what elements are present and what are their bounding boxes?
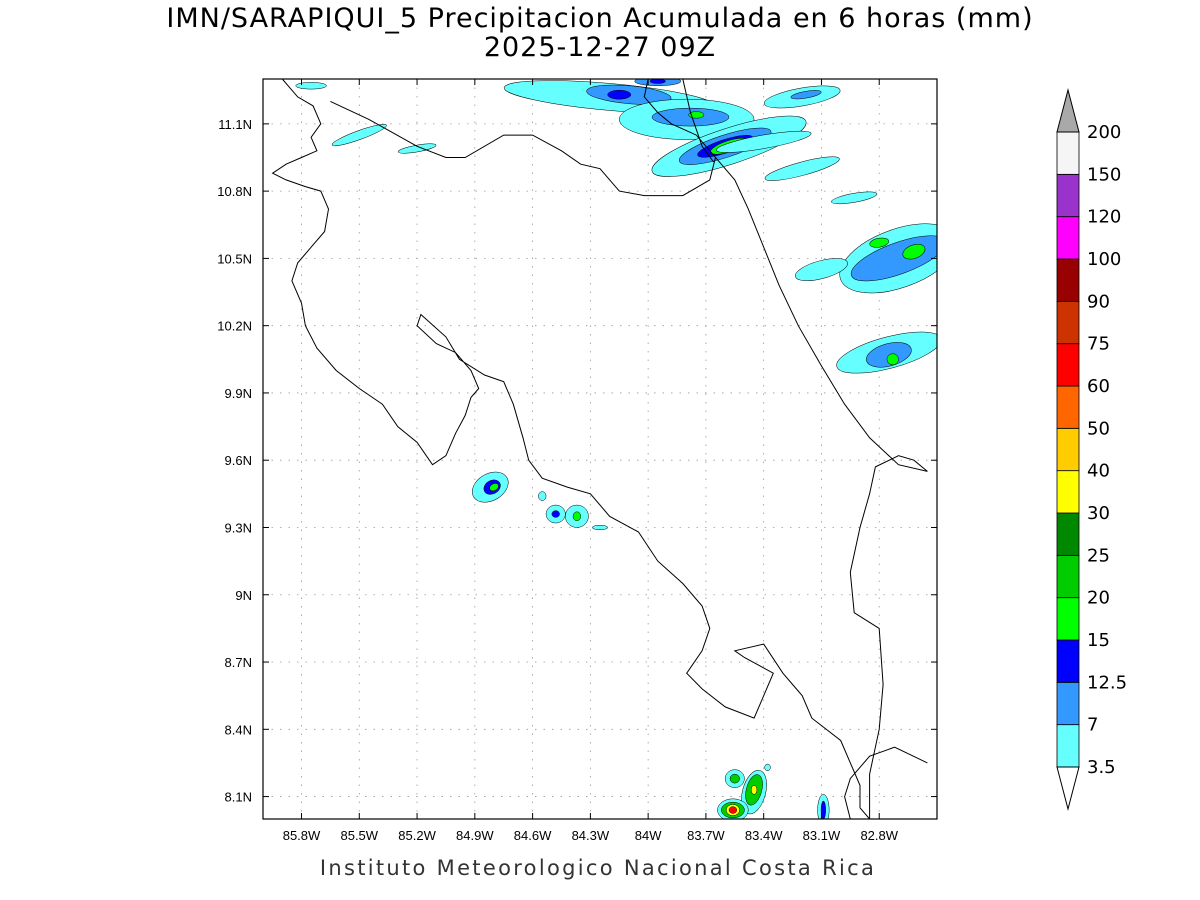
colorbar-swatch	[1056, 427, 1080, 472]
coastline	[844, 746, 928, 819]
colorbar-label: 60	[1087, 376, 1110, 397]
precip-cell	[790, 90, 822, 100]
precip-cell	[649, 79, 666, 84]
colorbar-swatch	[1056, 173, 1080, 218]
colorbar-swatch	[1056, 681, 1080, 726]
colorbar-swatch	[1056, 470, 1080, 514]
colorbar-label: 20	[1087, 588, 1110, 609]
precip-cell	[831, 191, 878, 205]
colorbar-label: 40	[1087, 461, 1110, 482]
precip-cell	[489, 483, 499, 492]
colorbar-swatch	[1056, 385, 1080, 429]
precip-cell	[764, 156, 840, 181]
precip-cell	[750, 785, 758, 795]
y-tick-label: 8.1N	[225, 790, 252, 805]
colorbar-label: 120	[1087, 207, 1121, 228]
x-tick-label: 84W	[635, 828, 662, 843]
country-border	[682, 79, 715, 163]
colorbar-label: 3.5	[1087, 757, 1116, 778]
y-tick-label: 10.8N	[217, 184, 252, 199]
precip-cell	[795, 258, 848, 281]
precip-cell	[295, 82, 327, 90]
country-border	[849, 455, 928, 819]
x-tick-label: 85.5W	[340, 828, 378, 843]
colorbar-label: 100	[1087, 249, 1121, 270]
colorbar-swatch	[1056, 554, 1080, 599]
precip-cell	[397, 143, 437, 154]
coastlines-and-borders	[271, 79, 928, 819]
y-tick-label: 10.5N	[217, 251, 252, 266]
x-tick-label: 83.4W	[745, 828, 783, 843]
x-tick-label: 85.8W	[283, 828, 321, 843]
chart-title: IMN/SARAPIQUI_5 Precipitacion Acumulada …	[166, 3, 1034, 34]
colorbar-swatch	[1056, 300, 1080, 345]
country-border	[330, 100, 716, 197]
precip-cell	[538, 491, 547, 501]
x-tick-label: 84.6W	[514, 828, 552, 843]
colorbar: 3.5 7 12.5 15 20 25 30 40 50 60 75 90 100 120 150 200	[1056, 88, 1127, 811]
colorbar-swatch	[1056, 258, 1080, 302]
y-tick-label: 8.7N	[225, 655, 252, 670]
y-tick-label: 10.2N	[217, 319, 252, 334]
x-tick-label: 82.8W	[860, 828, 898, 843]
colorbar-label: 15	[1087, 630, 1110, 651]
precip-cell	[886, 353, 899, 366]
x-tick-label: 83.1W	[803, 828, 841, 843]
precip-cell	[331, 124, 387, 147]
precip-cell	[551, 510, 560, 518]
colorbar-swatch	[1056, 216, 1080, 260]
y-tick-label: 11.1N	[218, 117, 252, 132]
x-tick-label: 84.3W	[572, 828, 610, 843]
colorbar-swatch	[1056, 639, 1080, 683]
credit-text: Instituto Meteorologico Nacional Costa R…	[319, 856, 877, 880]
colorbar-label: 12.5	[1087, 672, 1127, 693]
chart-subtitle-date: 2025-12-27 09Z	[483, 32, 717, 63]
colorbar-label: 75	[1087, 334, 1110, 355]
precip-cell	[902, 243, 926, 260]
y-tick-label: 9.9N	[225, 386, 252, 401]
x-tick-label: 84.9W	[456, 828, 494, 843]
y-tick-label: 9.3N	[225, 520, 252, 535]
precip-cell	[607, 89, 632, 100]
colorbar-label: 150	[1087, 164, 1121, 185]
colorbar-swatch	[1056, 343, 1080, 387]
y-tick-label: 9N	[235, 588, 252, 603]
precip-cell	[869, 237, 889, 248]
x-tick-label: 85.2W	[398, 828, 436, 843]
colorbar-label: 90	[1087, 291, 1110, 312]
colorbar-swatch	[1056, 131, 1080, 175]
y-tick-label: 9.6N	[225, 453, 252, 468]
plot-background	[263, 79, 937, 819]
precip-cell	[729, 773, 740, 784]
colorbar-arrow-top	[1056, 88, 1080, 133]
precip-cell	[728, 806, 737, 814]
colorbar-swatch	[1056, 512, 1080, 556]
precipitation-field	[295, 79, 937, 819]
y-axis: 11.1N 10.8N 10.5N 10.2N 9.9N 9.6N 9.3N 9N 8.7N 8.…	[217, 117, 937, 805]
coastline	[271, 79, 870, 819]
precip-cell	[764, 763, 771, 772]
precip-cell	[592, 524, 608, 530]
precip-cell	[572, 511, 581, 522]
colorbar-swatch	[1056, 597, 1080, 641]
y-tick-label: 8.4N	[225, 722, 252, 737]
colorbar-swatch	[1056, 724, 1080, 768]
coastline	[643, 79, 928, 472]
colorbar-label: 25	[1087, 545, 1110, 566]
colorbar-label: 200	[1087, 122, 1121, 143]
colorbar-arrow-bottom	[1056, 766, 1080, 811]
x-axis: 85.8W 85.5W 85.2W 84.9W 84.6W 84.3W 84W 83.7W 83…	[283, 79, 899, 843]
colorbar-label: 30	[1087, 503, 1110, 524]
colorbar-label: 7	[1087, 715, 1098, 736]
colorbar-label: 50	[1087, 418, 1110, 439]
precip-cell	[716, 130, 812, 153]
x-tick-label: 83.7W	[687, 828, 725, 843]
plot-frame	[262, 78, 938, 820]
precip-cell	[688, 111, 705, 119]
